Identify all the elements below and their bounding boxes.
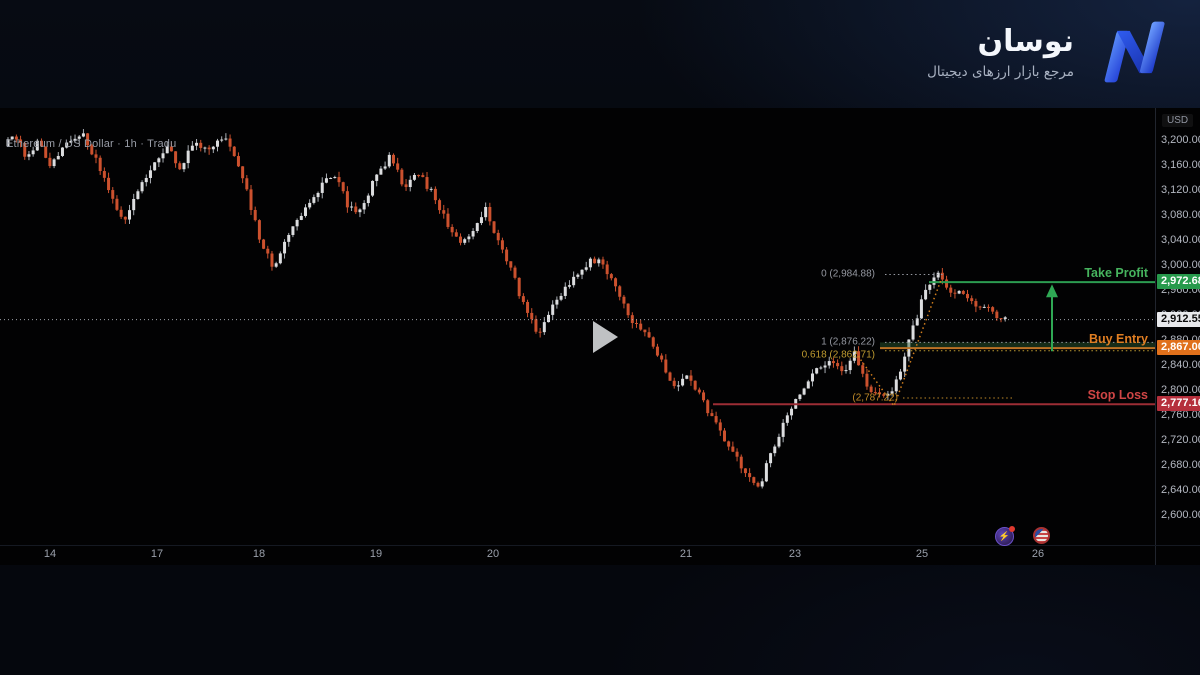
time-tick: 18 (252, 548, 266, 560)
time-tick: 17 (150, 548, 164, 560)
market-flag-icon[interactable] (1033, 527, 1050, 544)
fib-level-label: 1 (2,876.22) (821, 336, 875, 348)
brand-text: نوسان مرجع بازار ارزهای دیجیتال (927, 23, 1074, 80)
brand-header: نوسان مرجع بازار ارزهای دیجیتال (927, 12, 1184, 92)
time-tick: 26 (1031, 548, 1045, 560)
time-tick: 21 (679, 548, 693, 560)
level-label: Take Profit (1084, 266, 1148, 281)
level-price-badge: 2,777.16 (1157, 396, 1200, 412)
price-tick: 3,000.00 (1161, 259, 1200, 271)
play-button[interactable] (593, 321, 618, 353)
time-tick: 25 (915, 548, 929, 560)
time-tick: 14 (43, 548, 57, 560)
chart-symbol-title: Ethereum / US Dollar · 1h · Tradu (6, 138, 177, 150)
price-tick: 3,200.00 (1161, 134, 1200, 146)
price-tick: 2,600.00 (1161, 509, 1200, 521)
level-price-badge: 2,972.68 (1157, 274, 1200, 290)
price-tick: 2,840.00 (1161, 359, 1200, 371)
brand-title: نوسان (977, 23, 1074, 59)
fib-level-label: 0 (2,984.88) (821, 268, 875, 280)
time-tick: 19 (369, 548, 383, 560)
price-tick: 2,800.00 (1161, 384, 1200, 396)
boost-icon[interactable]: ⚡ (995, 526, 1015, 546)
price-tick: 3,040.00 (1161, 234, 1200, 246)
price-tick: 2,680.00 (1161, 459, 1200, 471)
level-label: Buy Entry (1088, 332, 1148, 347)
price-tick: 3,120.00 (1161, 184, 1200, 196)
brand-subtitle: مرجع بازار ارزهای دیجیتال (927, 63, 1074, 80)
price-tick: 2,720.00 (1161, 434, 1200, 446)
current-price-badge: 2,912.55 (1157, 311, 1200, 327)
time-tick: 23 (788, 548, 802, 560)
fib-level-label: 0.618 (2,862.71) (801, 349, 875, 361)
lightning-icon: ⚡ (998, 531, 1011, 541)
level-price-badge: 2,867.00 (1157, 340, 1200, 356)
price-tick: 2,760.00 (1161, 409, 1200, 421)
level-label: Stop Loss (1087, 388, 1148, 403)
brand-logo-icon (1104, 21, 1165, 83)
notification-dot (1009, 526, 1015, 532)
time-tick: 20 (486, 548, 500, 560)
price-tick: 3,080.00 (1161, 209, 1200, 221)
price-tick: 3,160.00 (1161, 159, 1200, 171)
price-tick: 2,640.00 (1161, 484, 1200, 496)
price-axis-unit: USD (1162, 114, 1194, 127)
fib-level-label: (2,787.22) (852, 392, 898, 404)
